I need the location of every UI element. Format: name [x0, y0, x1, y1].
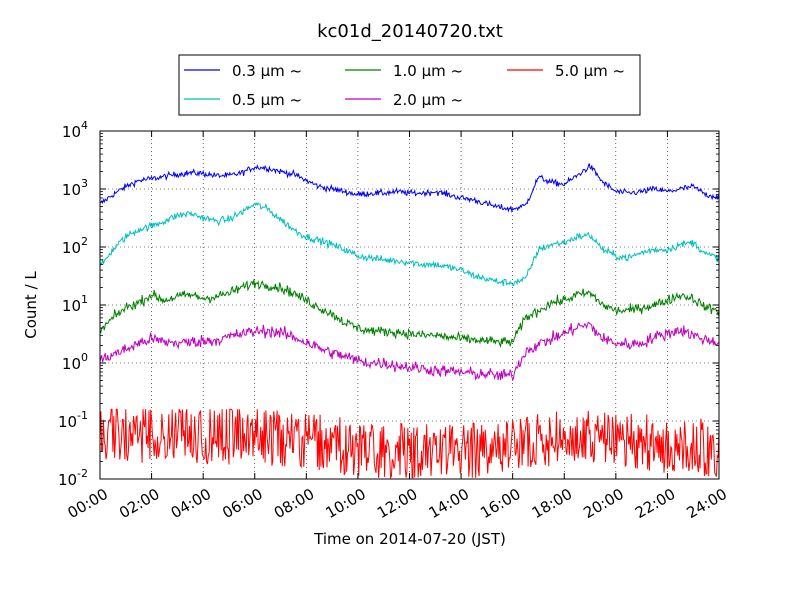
series-line-3 [100, 279, 719, 349]
axis-ticks [99, 130, 720, 480]
series-layer [100, 163, 719, 479]
y-tick-label: 101 [62, 293, 88, 315]
y-tick-labels: 10-2 10-1 100 101 102 103 104 [58, 119, 88, 489]
series-line-1 [100, 163, 719, 214]
legend-box [178, 54, 641, 116]
y-tick-label: 100 [62, 351, 88, 373]
y-tick-label: 10-1 [58, 409, 88, 431]
legend: 0.3 μm ~ 0.5 μm ~ 1.0 μm ~ 2.0 μm ~ 5.0 μm ~ [178, 54, 641, 116]
legend-label-3: 1.0 μm ~ [393, 62, 463, 80]
series-line-5 [100, 408, 719, 479]
y-tick-label: 104 [62, 119, 88, 141]
y-axis-label: Count / L [22, 271, 40, 339]
legend-label-2: 0.5 μm ~ [232, 91, 302, 109]
series-line-2 [100, 202, 719, 287]
legend-label-5: 5.0 μm ~ [555, 62, 625, 80]
legend-label-1: 0.3 μm ~ [232, 62, 302, 80]
chart-title: kc01d_20140720.txt [317, 21, 503, 42]
y-tick-label: 103 [62, 177, 88, 199]
series-line-4 [100, 321, 719, 382]
y-tick-label: 102 [62, 235, 88, 257]
x-axis-label: Time on 2014-07-20 (JST) [313, 530, 506, 548]
legend-label-4: 2.0 μm ~ [393, 91, 463, 109]
y-tick-label: 10-2 [58, 467, 88, 489]
